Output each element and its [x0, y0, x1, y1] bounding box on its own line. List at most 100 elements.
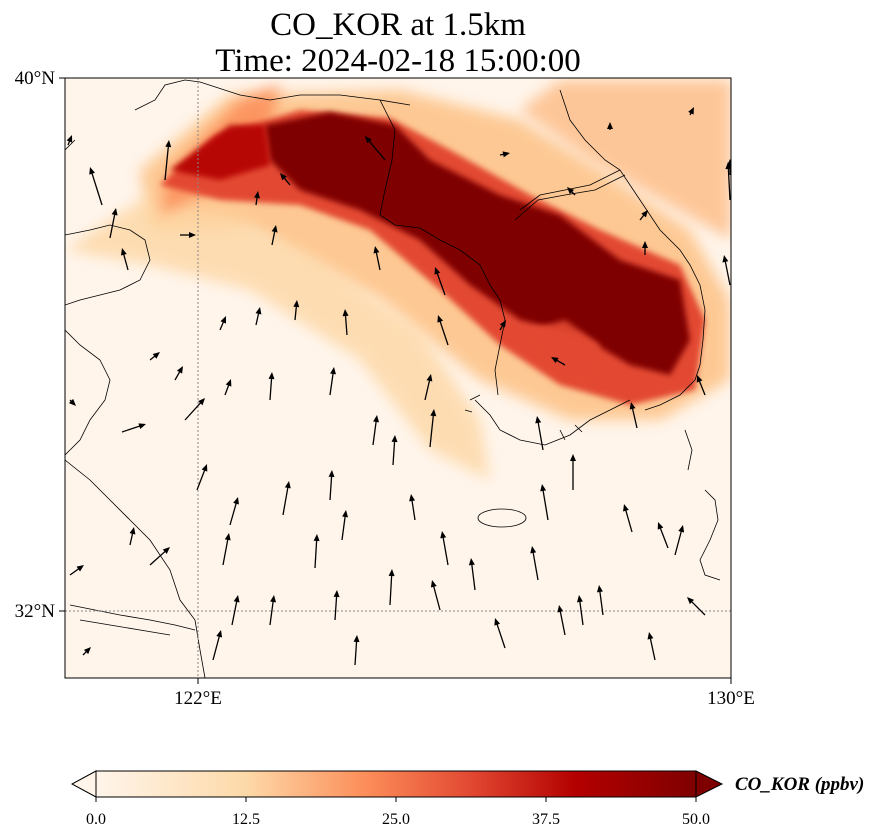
wind-arrow-head [388, 569, 395, 577]
x-tick-label-130: 130°E [707, 688, 755, 709]
wind-arrow-head [342, 510, 349, 518]
wind-arrow-shaft [495, 621, 506, 649]
wind-arrow-head [83, 647, 91, 655]
wind-arrow-head [129, 527, 136, 535]
wind-arrow-shaft [344, 312, 348, 336]
map-frame [64, 77, 732, 679]
wind-arrow-shaft [372, 418, 378, 446]
coastline-bohai-west [65, 139, 151, 306]
coastline-liaodong [134, 79, 411, 111]
wind-arrow-shaft [329, 473, 333, 501]
wind-arrow-shaft [432, 583, 441, 611]
wind-arrow-head [678, 525, 685, 533]
wind-arrow-head [165, 140, 172, 148]
wind-arrow-shaft [689, 599, 706, 616]
colorbar-tick-label: 25.0 [382, 811, 410, 828]
wind-arrow-head [440, 531, 447, 539]
wind-arrow-shaft [122, 251, 129, 271]
wind-arrow-head [494, 618, 501, 626]
gridlines [65, 78, 731, 678]
wind-arrow-shaft [389, 572, 393, 606]
coastline-korea-border [514, 169, 626, 221]
wind-arrow-head [76, 565, 84, 572]
jeju-island [477, 508, 527, 528]
wind-arrow-head [365, 136, 372, 144]
wind-arrow-head [727, 159, 731, 166]
wind-arrow-head [138, 423, 146, 430]
wind-arrow-head [66, 135, 73, 143]
wind-arrow-head [696, 375, 703, 383]
wind-arrow-shaft [231, 598, 238, 626]
wind-arrow-head [216, 630, 223, 638]
wind-arrow-shaft [410, 497, 416, 521]
colorbar-label: CO_KOR (ppbv) [735, 774, 864, 795]
wind-arrow-shaft [392, 438, 396, 466]
colorbar-tick-label: 50.0 [682, 811, 710, 828]
wind-arrow-shaft [429, 412, 435, 448]
wind-arrow-head [409, 494, 416, 502]
wind-arrow-shaft [658, 525, 669, 549]
wind-arrow-shaft [149, 549, 168, 566]
wind-arrow-head [437, 315, 444, 323]
wind-arrow-head [280, 173, 287, 181]
wind-arrow-head [426, 374, 433, 382]
wind-arrow-shaft [341, 513, 347, 541]
wind-arrow-shaft [470, 561, 476, 591]
colorbar: 0.0 12.5 25.0 37.5 50.0 CO_KOR (ppbv) [70, 770, 864, 828]
coastline-west-korea-islands [464, 394, 583, 441]
wind-arrow-head [89, 167, 95, 175]
wind-arrow-head [468, 558, 475, 566]
wind-arrow-head [111, 208, 118, 216]
wind-arrow-head [293, 300, 300, 308]
title-line-1: CO_KOR at 1.5km [270, 7, 526, 43]
wind-arrow-shaft [649, 635, 656, 661]
wind-arrow-head [430, 409, 437, 417]
title-line-2: Time: 2024-02-18 15:00:00 [215, 43, 580, 79]
coastline-yangtze-delta [69, 604, 196, 636]
wind-arrow-head [330, 367, 336, 375]
wind-arrow-shaft [542, 487, 549, 521]
wind-arrow-shaft [724, 258, 731, 286]
wind-arrow-shaft [329, 370, 335, 396]
wind-arrow-shaft [624, 507, 633, 533]
wind-arrow-head [233, 595, 240, 603]
colorbar-extend-max [695, 770, 724, 798]
wind-arrow-head [499, 320, 506, 328]
wind-arrow-shaft [269, 598, 275, 626]
wind-arrow-head [328, 470, 335, 478]
wind-arrow-shaft [537, 419, 544, 451]
wind-arrow-head [224, 533, 231, 541]
wind-arrow-head [271, 225, 278, 233]
colorbar-gradient [96, 771, 696, 797]
wind-arrow-head [342, 309, 349, 317]
wind-arrow-head [353, 635, 360, 643]
wind-arrow-shaft [424, 377, 431, 401]
wind-arrow-head [255, 307, 262, 315]
x-tick-label-122: 122°E [174, 688, 222, 709]
wind-arrow-shaft [375, 249, 381, 271]
colorbar-tick-label: 37.5 [532, 811, 560, 828]
wind-arrow-head [254, 191, 260, 199]
wind-arrow-head [270, 595, 277, 603]
wind-arrow-head [551, 357, 559, 364]
wind-arrow-head [629, 402, 636, 410]
wind-arrow-shaft [282, 484, 289, 516]
wind-arrow-head [333, 590, 340, 598]
wind-arrow-shaft [727, 165, 731, 201]
y-tick-label-40: 40°N [15, 68, 56, 89]
wind-arrow-head [430, 580, 437, 588]
wind-arrow-shaft [269, 375, 273, 401]
wind-arrow-head [176, 366, 183, 374]
wind-arrow-head [641, 210, 648, 218]
wind-arrow-head [68, 398, 76, 406]
wind-arrow-shaft [121, 424, 143, 433]
colorbar-extend-min [70, 770, 97, 798]
wind-arrow-shaft [164, 143, 170, 181]
wind-arrow-shaft [438, 318, 449, 346]
wind-arrow-shaft [212, 633, 221, 661]
wind-arrow-head [596, 585, 603, 593]
wind-arrow-head [434, 267, 441, 275]
wind-arrow-shaft [532, 549, 539, 581]
wind-arrow-shaft [196, 467, 207, 491]
